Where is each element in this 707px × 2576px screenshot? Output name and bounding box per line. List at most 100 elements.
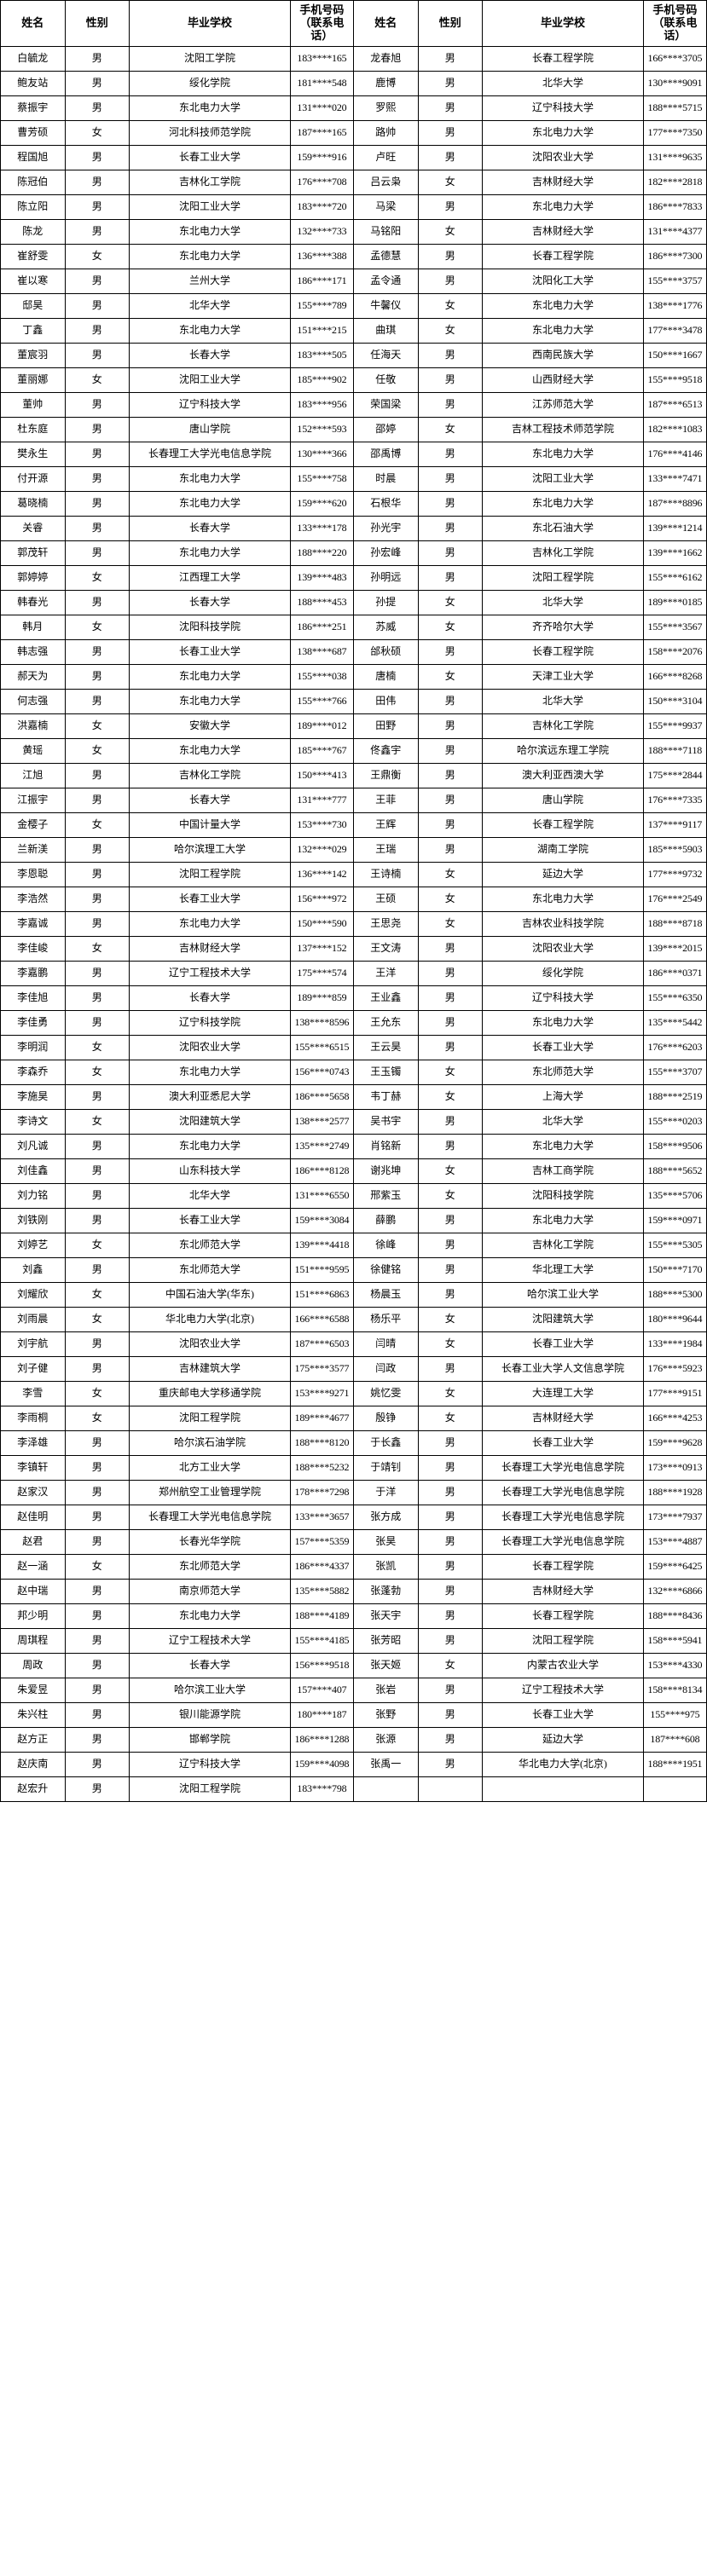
cell-gender-right: 男	[417, 391, 484, 418]
cell-phone-right: 158****5941	[642, 1627, 707, 1654]
cell-school-left: 沈阳农业大学	[129, 1331, 291, 1357]
cell-school-left: 沈阳农业大学	[129, 1034, 291, 1060]
cell-school-right: 长春工业大学人文信息学院	[482, 1355, 644, 1382]
cell-school-left: 吉林化工学院	[129, 762, 291, 788]
cell-name-right: 王文涛	[352, 935, 419, 962]
cell-gender-left: 男	[64, 144, 130, 170]
cell-school-left: 长春大学	[129, 985, 291, 1011]
cell-name-right: 肖铭新	[352, 1133, 419, 1159]
cell-phone-right: 186****0371	[642, 960, 707, 986]
cell-name-left: 崔以寒	[0, 268, 66, 294]
cell-name-left: 李佳勇	[0, 1009, 66, 1036]
cell-name-right: 吕云枭	[352, 169, 419, 195]
cell-name-left: 刘佳鑫	[0, 1158, 66, 1184]
table-row: 赵佳明男长春理工大学光电信息学院 133****3657 张方成男长春理工大学光电信…	[0, 1504, 707, 1530]
cell-gender-right: 女	[417, 589, 484, 615]
cell-phone-left: 159****3084	[289, 1207, 354, 1233]
cell-gender-right: 男	[417, 1553, 484, 1580]
cell-school-right: 吉林财经大学	[482, 218, 644, 245]
cell-phone-right: 182****1083	[642, 416, 707, 442]
cell-gender-right: 男	[417, 762, 484, 788]
cell-phone-right: 155****5305	[642, 1232, 707, 1258]
cell-phone-right: 150****3104	[642, 688, 707, 714]
cell-gender-left: 男	[64, 292, 130, 319]
cell-phone-right: 158****2076	[642, 638, 707, 665]
cell-school-right: 北华大学	[482, 589, 644, 615]
cell-phone-right: 177****3478	[642, 317, 707, 344]
cell-gender-right: 男	[417, 1108, 484, 1135]
table-row: 刘铁刚男长春工业大学 159****3084 薛鹏男东北电力大学 159****097…	[0, 1207, 707, 1233]
cell-gender-left: 男	[64, 540, 130, 566]
cell-school-right: 东北电力大学	[482, 119, 644, 146]
cell-name-left: 朱兴柱	[0, 1701, 66, 1728]
cell-name-right: 张凯	[352, 1553, 419, 1580]
cell-school-right	[482, 1776, 644, 1802]
cell-phone-right: 187****8896	[642, 490, 707, 517]
cell-phone-left: 130****366	[289, 441, 354, 467]
cell-name-left: 江旭	[0, 762, 66, 788]
cell-phone-right: 159****0971	[642, 1207, 707, 1233]
cell-school-left: 北华大学	[129, 292, 291, 319]
cell-name-left: 李雨桐	[0, 1405, 66, 1431]
cell-school-left: 东北电力大学	[129, 95, 291, 121]
cell-phone-right: 186****7300	[642, 243, 707, 269]
cell-gender-left: 男	[64, 638, 130, 665]
cell-school-right: 东北电力大学	[482, 1009, 644, 1036]
cell-name-right: 苏威	[352, 614, 419, 640]
cell-name-right: 姚忆雯	[352, 1380, 419, 1406]
cell-school-right: 沈阳化工大学	[482, 268, 644, 294]
cell-phone-right: 177****9151	[642, 1380, 707, 1406]
cell-gender-left: 男	[64, 268, 130, 294]
table-row: 崔以寒男兰州大学 186****171 孟令通男沈阳化工大学 155****3757	[0, 268, 707, 294]
cell-school-right: 东北石油大学	[482, 515, 644, 541]
cell-phone-right: 153****4330	[642, 1652, 707, 1678]
cell-school-right: 长春工业大学	[482, 1430, 644, 1456]
cell-phone-right: 139****2015	[642, 935, 707, 962]
cell-school-right: 东北电力大学	[482, 193, 644, 220]
cell-name-right: 于洋	[352, 1479, 419, 1505]
cell-phone-right: 173****7937	[642, 1504, 707, 1530]
cell-phone-left: 186****4337	[289, 1553, 354, 1580]
cell-gender-right: 女	[417, 292, 484, 319]
cell-phone-left: 185****902	[289, 367, 354, 393]
cell-name-left: 江振宇	[0, 787, 66, 813]
cell-phone-left: 136****142	[289, 861, 354, 887]
cell-school-right: 大连理工大学	[482, 1380, 644, 1406]
cell-name-left: 李嘉诚	[0, 910, 66, 937]
cell-phone-right: 189****0185	[642, 589, 707, 615]
table-row: 刘佳鑫男山东科技大学 186****8128 谢兆坤女吉林工商学院 188****56…	[0, 1158, 707, 1184]
cell-name-right: 路帅	[352, 119, 419, 146]
table-row: 赵方正男邯郸学院 186****1288 张源男延边大学 187****608	[0, 1726, 707, 1753]
cell-school-left: 澳大利亚悉尼大学	[129, 1083, 291, 1110]
cell-name-left: 付开源	[0, 465, 66, 492]
table-row: 赵一涵女东北师范大学 186****4337 张凯男长春工程学院 159****642…	[0, 1553, 707, 1580]
cell-school-right: 华北理工大学	[482, 1256, 644, 1283]
cell-gender-right: 男	[417, 1454, 484, 1481]
cell-phone-right: 187****608	[642, 1726, 707, 1753]
cell-gender-right: 男	[417, 1751, 484, 1777]
cell-school-left: 中国计量大学	[129, 811, 291, 838]
cell-phone-left: 151****215	[289, 317, 354, 344]
cell-school-right: 唐山学院	[482, 787, 644, 813]
cell-gender-left: 男	[64, 95, 130, 121]
cell-name-left: 李森乔	[0, 1059, 66, 1085]
table-row: 韩月女沈阳科技学院 186****251 苏威女齐齐哈尔大学 155****3567	[0, 614, 707, 640]
cell-name-left: 李浩然	[0, 886, 66, 912]
cell-phone-right: 133****7471	[642, 465, 707, 492]
cell-phone-left: 186****5658	[289, 1083, 354, 1110]
cell-phone-left: 155****4185	[289, 1627, 354, 1654]
cell-school-left: 吉林化工学院	[129, 169, 291, 195]
table-row: 蔡振宇男东北电力大学 131****020 罗熙男辽宁科技大学 188****5715	[0, 95, 707, 121]
cell-gender-right: 男	[417, 441, 484, 467]
cell-gender-left: 女	[64, 119, 130, 146]
cell-gender-right: 男	[417, 1528, 484, 1555]
cell-school-left: 东北电力大学	[129, 465, 291, 492]
cell-name-right: 马梁	[352, 193, 419, 220]
cell-name-left: 李恩聪	[0, 861, 66, 887]
cell-gender-left: 女	[64, 935, 130, 962]
cell-gender-right: 男	[417, 1627, 484, 1654]
table-row: 丁鑫男东北电力大学 151****215 曲琪女东北电力大学 177****3478	[0, 317, 707, 344]
cell-phone-right: 188****2519	[642, 1083, 707, 1110]
cell-gender-left: 男	[64, 1430, 130, 1456]
cell-gender-left: 男	[64, 391, 130, 418]
